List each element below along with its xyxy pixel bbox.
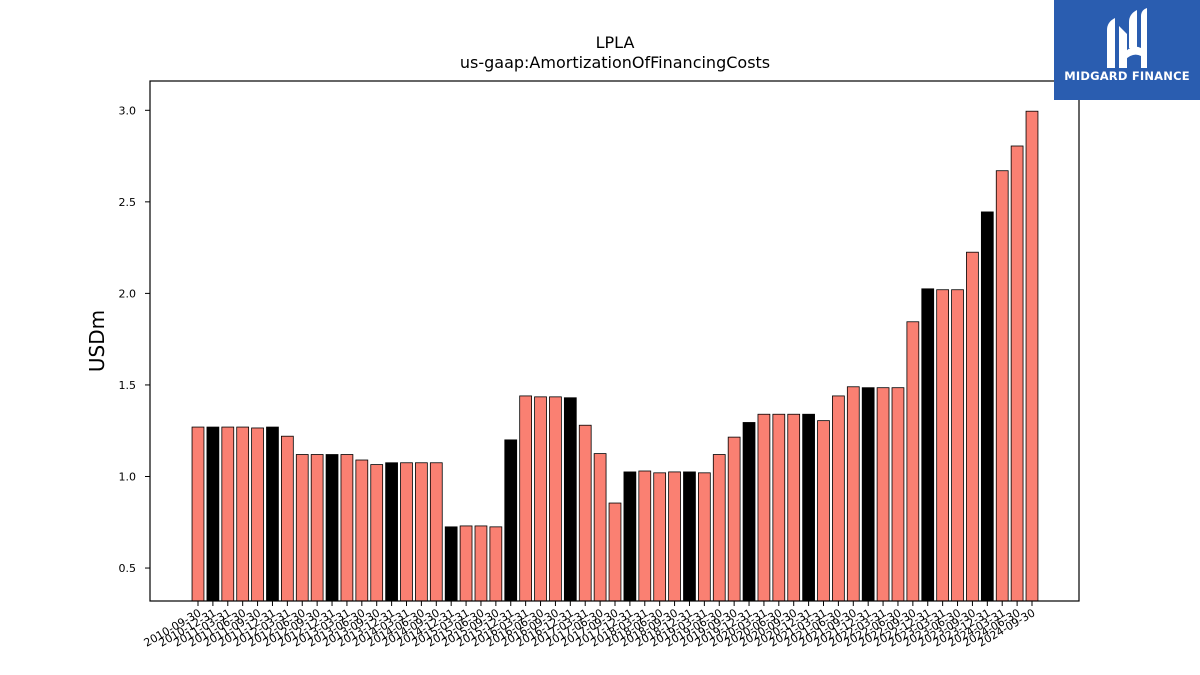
- bar-2018-09-30: [668, 471, 681, 602]
- bar-2020-12-31: [802, 413, 815, 602]
- y-tick-label: 0.5: [119, 562, 137, 575]
- bar-2023-03-31: [936, 289, 950, 602]
- chart-subtitle: us-gaap:AmortizationOfFinancingCosts: [460, 53, 770, 72]
- bar-2015-12-31: [504, 439, 518, 602]
- bars-group: [191, 110, 1039, 602]
- bar-2016-03-31: [519, 395, 533, 602]
- bar-2022-12-31: [921, 288, 935, 602]
- bar-2011-12-31: [266, 426, 279, 602]
- brand-logo: MIDGARD FINANCE: [1054, 0, 1200, 100]
- y-tick-label: 3.0: [119, 104, 137, 117]
- bar-2023-09-30: [966, 251, 979, 602]
- bar-2023-06-30: [951, 289, 964, 602]
- bar-2016-06-30: [534, 396, 547, 602]
- bar-2022-03-31: [876, 387, 890, 602]
- x-axis-ticks: 2010-09-302010-12-312011-03-312011-06-30…: [142, 601, 1038, 650]
- bar-2014-12-31: [444, 526, 458, 602]
- bar-2020-03-31: [757, 413, 771, 602]
- bar-2021-12-31: [861, 387, 875, 602]
- bar-2022-06-30: [891, 387, 905, 602]
- bar-2017-03-31: [578, 424, 592, 602]
- bar-2021-09-30: [846, 386, 860, 602]
- bar-2012-06-30: [295, 454, 309, 602]
- bar-2023-12-31: [980, 211, 994, 602]
- bar-2013-03-31: [340, 454, 354, 602]
- bar-2013-12-31: [385, 462, 398, 602]
- bar-2021-03-31: [817, 420, 830, 602]
- bar-2019-03-31: [698, 472, 711, 602]
- bar-2011-03-31: [221, 426, 235, 602]
- bar-2018-12-31: [683, 471, 696, 602]
- bar-2018-06-30: [653, 472, 667, 602]
- bar-2017-12-31: [623, 471, 637, 602]
- y-tick-label: 2.5: [119, 196, 137, 209]
- bar-2017-06-30: [593, 453, 607, 602]
- brand-name: MIDGARD FINANCE: [1064, 69, 1190, 83]
- bar-2022-09-30: [906, 321, 920, 602]
- y-tick-label: 2.0: [119, 287, 137, 300]
- bar-2011-09-30: [251, 427, 264, 602]
- y-axis-label: USDm: [85, 310, 109, 372]
- bar-2020-09-30: [787, 413, 801, 602]
- bar-2018-03-31: [638, 470, 652, 602]
- bar-2019-06-30: [712, 454, 726, 602]
- bar-2016-12-31: [563, 397, 577, 602]
- bar-2016-09-30: [549, 396, 562, 602]
- bar-2021-06-30: [832, 395, 845, 602]
- y-tick-label: 1.0: [119, 470, 137, 483]
- bar-2015-06-30: [474, 525, 488, 602]
- bar-2012-09-30: [310, 454, 324, 602]
- bar-2024-03-31: [995, 170, 1009, 602]
- bar-2014-06-30: [415, 462, 428, 602]
- y-axis-ticks: 0.5 1.0 1.5 2.0 2.5 3.0: [119, 104, 150, 575]
- bar-2024-06-30: [1010, 145, 1024, 602]
- bar-2014-03-31: [400, 462, 413, 602]
- bar-2012-12-31: [325, 454, 339, 602]
- bar-2019-09-30: [727, 436, 741, 602]
- bar-2010-09-30: [191, 426, 205, 602]
- bar-2014-09-30: [429, 462, 443, 602]
- bar-2013-06-30: [355, 459, 369, 602]
- bar-2017-09-30: [608, 502, 622, 602]
- bar-2015-03-31: [459, 525, 473, 602]
- bar-2013-09-30: [370, 464, 384, 602]
- bar-2019-12-31: [742, 422, 756, 602]
- chart-title: LPLA: [596, 33, 635, 52]
- plot-frame: [149, 80, 1080, 602]
- bar-2010-12-31: [206, 426, 220, 602]
- midgard-logo-icon: [1107, 8, 1147, 68]
- bar-2015-09-30: [489, 526, 503, 602]
- y-tick-label: 1.5: [119, 379, 137, 392]
- bar-2012-03-31: [280, 435, 294, 602]
- bar-2024-09-30: [1025, 110, 1039, 602]
- bar-2011-06-30: [236, 426, 250, 602]
- bar-2020-06-30: [772, 413, 786, 602]
